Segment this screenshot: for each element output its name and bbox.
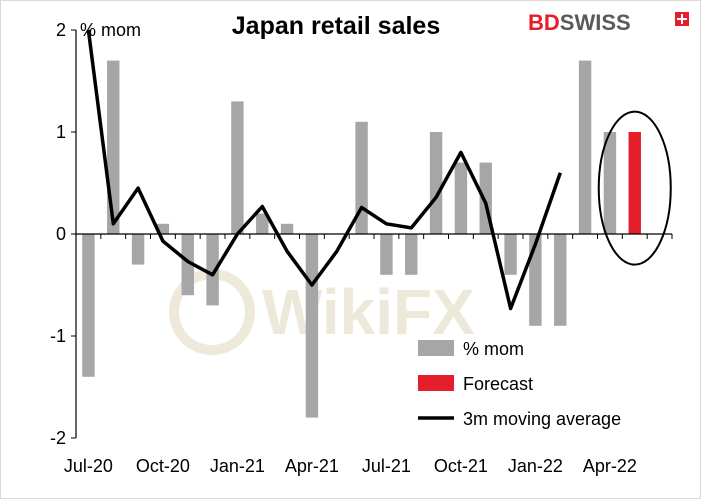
svg-text:BDSWISS: BDSWISS <box>528 10 631 35</box>
y-tick-label: -1 <box>50 326 66 346</box>
forecast-highlight-ellipse <box>597 110 672 266</box>
mom-bar <box>156 223 170 234</box>
legend-label-forecast: Forecast <box>463 374 533 394</box>
x-tick-label: Jul-21 <box>362 456 411 476</box>
y-tick-label: 0 <box>56 224 66 244</box>
moving-average-line <box>86 29 562 311</box>
x-tick-label: Apr-22 <box>583 456 637 476</box>
mom-bar <box>206 234 219 306</box>
mom-bar <box>107 60 120 234</box>
watermark: WikiFX <box>169 269 475 355</box>
y-tick-label: -2 <box>50 428 66 448</box>
mom-bar <box>82 234 95 377</box>
x-tick-label: Oct-21 <box>434 456 488 476</box>
bars <box>82 60 641 418</box>
chart-title: Japan retail sales <box>232 12 440 40</box>
legend-swatch-mom <box>418 340 454 356</box>
x-tick-label: Oct-20 <box>136 456 190 476</box>
legend: % mom Forecast 3m moving average <box>418 339 621 429</box>
mom-bar <box>578 60 592 234</box>
mom-bar <box>305 234 319 418</box>
mom-bar <box>256 213 269 234</box>
mom-bar <box>429 132 443 234</box>
mom-bar <box>355 121 368 234</box>
y-axis: -2 -1 0 1 2 <box>50 20 76 448</box>
x-axis: Jul-20 Oct-20 Jan-21 Apr-21 Jul-21 Oct-21 Jan-… <box>64 234 673 476</box>
forecast-bar <box>628 132 641 234</box>
x-tick-label: Jul-20 <box>64 456 113 476</box>
brand-part1: BD <box>528 10 560 35</box>
mom-bar <box>504 234 517 275</box>
mom-bar <box>603 132 617 234</box>
brand-part2: SWISS <box>560 10 631 35</box>
watermark-text: WikiFX <box>262 276 475 348</box>
x-tick-label: Jan-22 <box>508 456 563 476</box>
x-tick-label: Jan-21 <box>210 456 265 476</box>
mom-bar <box>554 234 567 326</box>
y-tick-label: 1 <box>56 122 66 142</box>
mom-bar <box>405 234 418 275</box>
legend-label-mom: % mom <box>463 339 524 359</box>
brand-logo: BDSWISS <box>528 10 689 35</box>
y-tick-label: 2 <box>56 20 66 40</box>
mom-bar <box>380 234 393 275</box>
x-tick-label: Apr-21 <box>285 456 339 476</box>
mom-bar <box>131 234 145 265</box>
mom-bar <box>454 162 468 234</box>
mom-bar <box>280 223 294 234</box>
legend-swatch-forecast <box>418 375 454 391</box>
legend-label-ma: 3m moving average <box>463 409 621 429</box>
y-unit-label: % mom <box>80 20 141 40</box>
mom-bar <box>181 234 194 296</box>
mom-bar <box>231 101 244 235</box>
